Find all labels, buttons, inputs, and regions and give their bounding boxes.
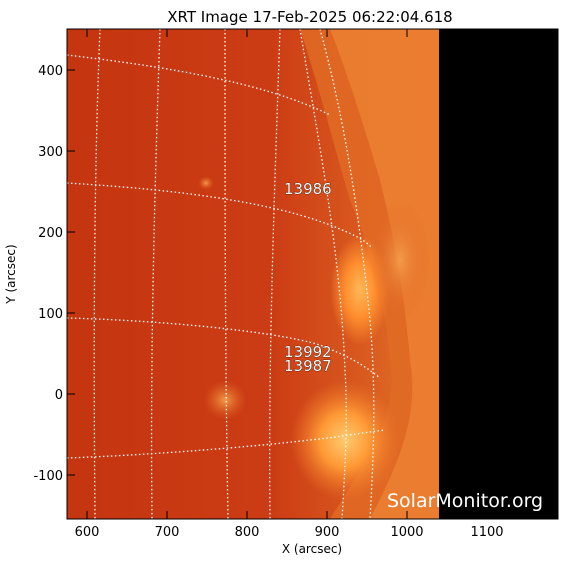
active-region-label: 13987 bbox=[284, 357, 332, 375]
y-tick-label: 300 bbox=[38, 145, 63, 160]
active-region-label: 13992 bbox=[284, 343, 332, 361]
x-axis-label: X (arcsec) bbox=[282, 542, 342, 556]
x-tick-label: 900 bbox=[315, 525, 340, 540]
y-tick-label: -100 bbox=[33, 469, 63, 484]
x-tick-label: 1000 bbox=[390, 525, 423, 540]
y-tick-label: 400 bbox=[38, 64, 63, 79]
x-axis-ticks bbox=[86, 29, 488, 519]
watermark: SolarMonitor.org bbox=[387, 490, 543, 512]
x-tick-label: 700 bbox=[155, 525, 180, 540]
y-tick-label: 100 bbox=[38, 307, 63, 322]
active-region-label: 13986 bbox=[284, 180, 332, 198]
coordinate-grid bbox=[67, 29, 386, 519]
image-title: XRT Image 17-Feb-2025 06:22:04.618 bbox=[167, 8, 452, 26]
plot-frame bbox=[66, 28, 559, 520]
active-region-glow-south bbox=[290, 380, 400, 500]
y-tick-label: 200 bbox=[38, 226, 63, 241]
y-tick-label: 0 bbox=[55, 388, 63, 403]
x-tick-label: 800 bbox=[235, 525, 260, 540]
x-tick-label: 1100 bbox=[470, 525, 503, 540]
off-detector-region bbox=[439, 29, 558, 519]
x-tick-label: 600 bbox=[75, 525, 100, 540]
solar-image: 13986 13992 13987 SolarMonitor.org bbox=[67, 29, 558, 519]
y-axis-ticks bbox=[67, 69, 558, 476]
bright-point bbox=[203, 380, 247, 420]
y-axis-label: Y (arcsec) bbox=[4, 244, 18, 304]
